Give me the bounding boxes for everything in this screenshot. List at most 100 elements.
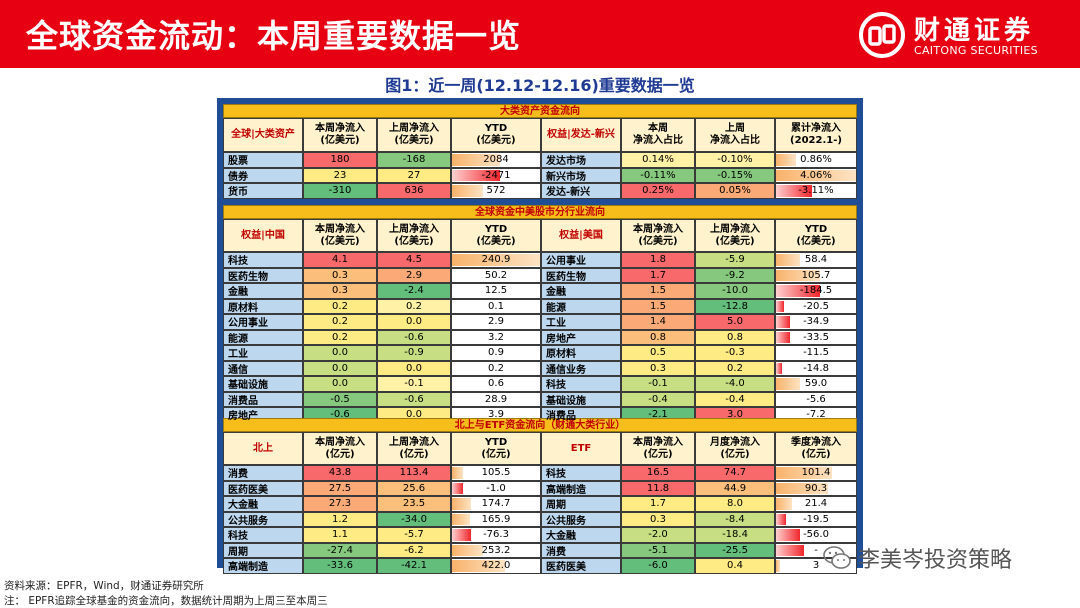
cell-value: 0.6 [488,378,504,390]
row-label: 货币 [223,183,303,199]
header-line: (亿元) [801,448,831,460]
data-cell: 0.14% [621,152,695,168]
cell-value: -0.9 [404,347,424,359]
cell-value: 1.7 [650,498,666,510]
data-cell: -10.0 [695,283,775,299]
data-cell: -6.2 [377,542,451,558]
row-label-text: 公共服务 [546,515,586,527]
row-label-text: 高端制造 [228,562,268,574]
cell-value: 165.9 [481,513,511,525]
footnote: 注： EPFR追踪全球基金的资金流向，数据统计周期为上周三至本周三 [4,595,328,607]
cell-value: 3 [812,560,820,572]
cell-value: 11.8 [646,482,670,494]
header-line: (亿美元) [796,235,836,247]
cell-value: -4.0 [725,378,745,390]
row-label: 消费 [223,465,303,481]
cell-value: 27.5 [328,482,352,494]
row-label: 基础设施 [223,376,303,392]
cell-value: 44.9 [723,482,747,494]
cell-value: 0.0 [406,316,422,328]
cell-value: -7.2 [806,409,826,421]
row-label: 消费 [541,542,621,558]
header-line: 上周 [725,123,745,134]
cell-value: 0.2 [406,300,422,312]
row-label: 发达市场 [541,152,621,168]
row-label: 科技 [223,252,303,268]
row-label-text: 医药生物 [546,271,586,283]
data-bar [452,560,505,572]
cell-value: 0.3 [650,362,666,374]
row-label-text: 消费品 [228,395,258,407]
data-cell: 0.3 [621,360,695,376]
data-cell: 572 [451,183,541,199]
column-header: 本周净流入 (亿美元) [621,219,695,252]
data-cell: -0.6 [377,391,451,407]
data-bar [776,482,828,494]
data-cell: 0.2 [451,360,541,376]
cell-value: 3.9 [488,409,504,421]
row-label-text: 高端制造 [546,484,586,496]
data-bar [452,482,463,494]
data-cell: 0.1 [451,298,541,314]
data-cell: 1.4 [621,314,695,330]
data-cell: 4.1 [303,252,377,268]
data-cell: 25.6 [377,480,451,496]
column-header: 本周净流入 (亿美元) [303,118,377,152]
cell-value: 90.3 [804,482,828,494]
cell-value: 0.9 [488,347,504,359]
data-cell: 23 [303,167,377,183]
cell-value: -33.6 [327,560,353,572]
data-cell: -33.5 [775,329,857,345]
header-line: 本周净流入 [315,123,365,134]
cell-value: -2.4 [404,285,424,297]
header-line: (亿元) [720,448,750,460]
data-cell: 0.8 [695,329,775,345]
section-row-header: 权益|发达-新兴 [541,118,621,152]
data-cell: 0.25% [621,183,695,199]
row-label: 公用事业 [223,314,303,330]
row-label: 公共服务 [223,511,303,527]
data-cell: 253.2 [451,542,541,558]
cell-value: -76.3 [483,529,509,541]
data-cell: -184.5 [775,283,857,299]
header-line: YTD [804,223,828,235]
data-cell: -0.11% [621,167,695,183]
row-label-text: 大金融 [546,531,576,543]
logo-chinese-text: 财通证券 [914,16,1035,46]
column-header: 上周净流入 (亿美元) [377,219,451,252]
data-bar [776,185,812,197]
data-cell: -27.4 [303,542,377,558]
cell-value: -0.5 [330,393,350,405]
cell-value: -0.4 [725,393,745,405]
section-row-header: ETF [541,432,621,465]
cell-value: 180 [330,154,350,166]
cell-value: -6.0 [648,560,668,572]
cell-value: -5.7 [404,529,424,541]
row-label-text: 能源 [228,333,248,345]
cell-value: -1.0 [486,482,506,494]
row-label: 消费品 [223,391,303,407]
cell-value: 59.0 [804,378,828,390]
data-cell: -34.0 [377,511,451,527]
cell-value: 1.8 [650,254,666,266]
row-label-text: 科技 [228,531,248,543]
data-cell: 0.0 [377,360,451,376]
cell-value: 21.4 [804,498,828,510]
row-label-text: 公共服务 [228,515,268,527]
data-cell: 90.3 [775,480,857,496]
cell-value: 636 [404,185,424,197]
data-cell: -1.0 [451,480,541,496]
row-label-text: 公用事业 [546,256,586,268]
data-cell: -34.9 [775,314,857,330]
header-line: YTD [484,123,508,134]
row-label: 大金融 [541,527,621,543]
column-header: 上周净流入 (亿元) [377,432,451,465]
cell-value: 25.6 [402,482,426,494]
cell-value: - [814,544,818,556]
cell-value: -6.2 [404,544,424,556]
cell-value: 27 [407,169,421,181]
data-cell: 1.2 [303,511,377,527]
row-label-text: 科技 [546,380,566,392]
data-cell: 0.0 [377,314,451,330]
